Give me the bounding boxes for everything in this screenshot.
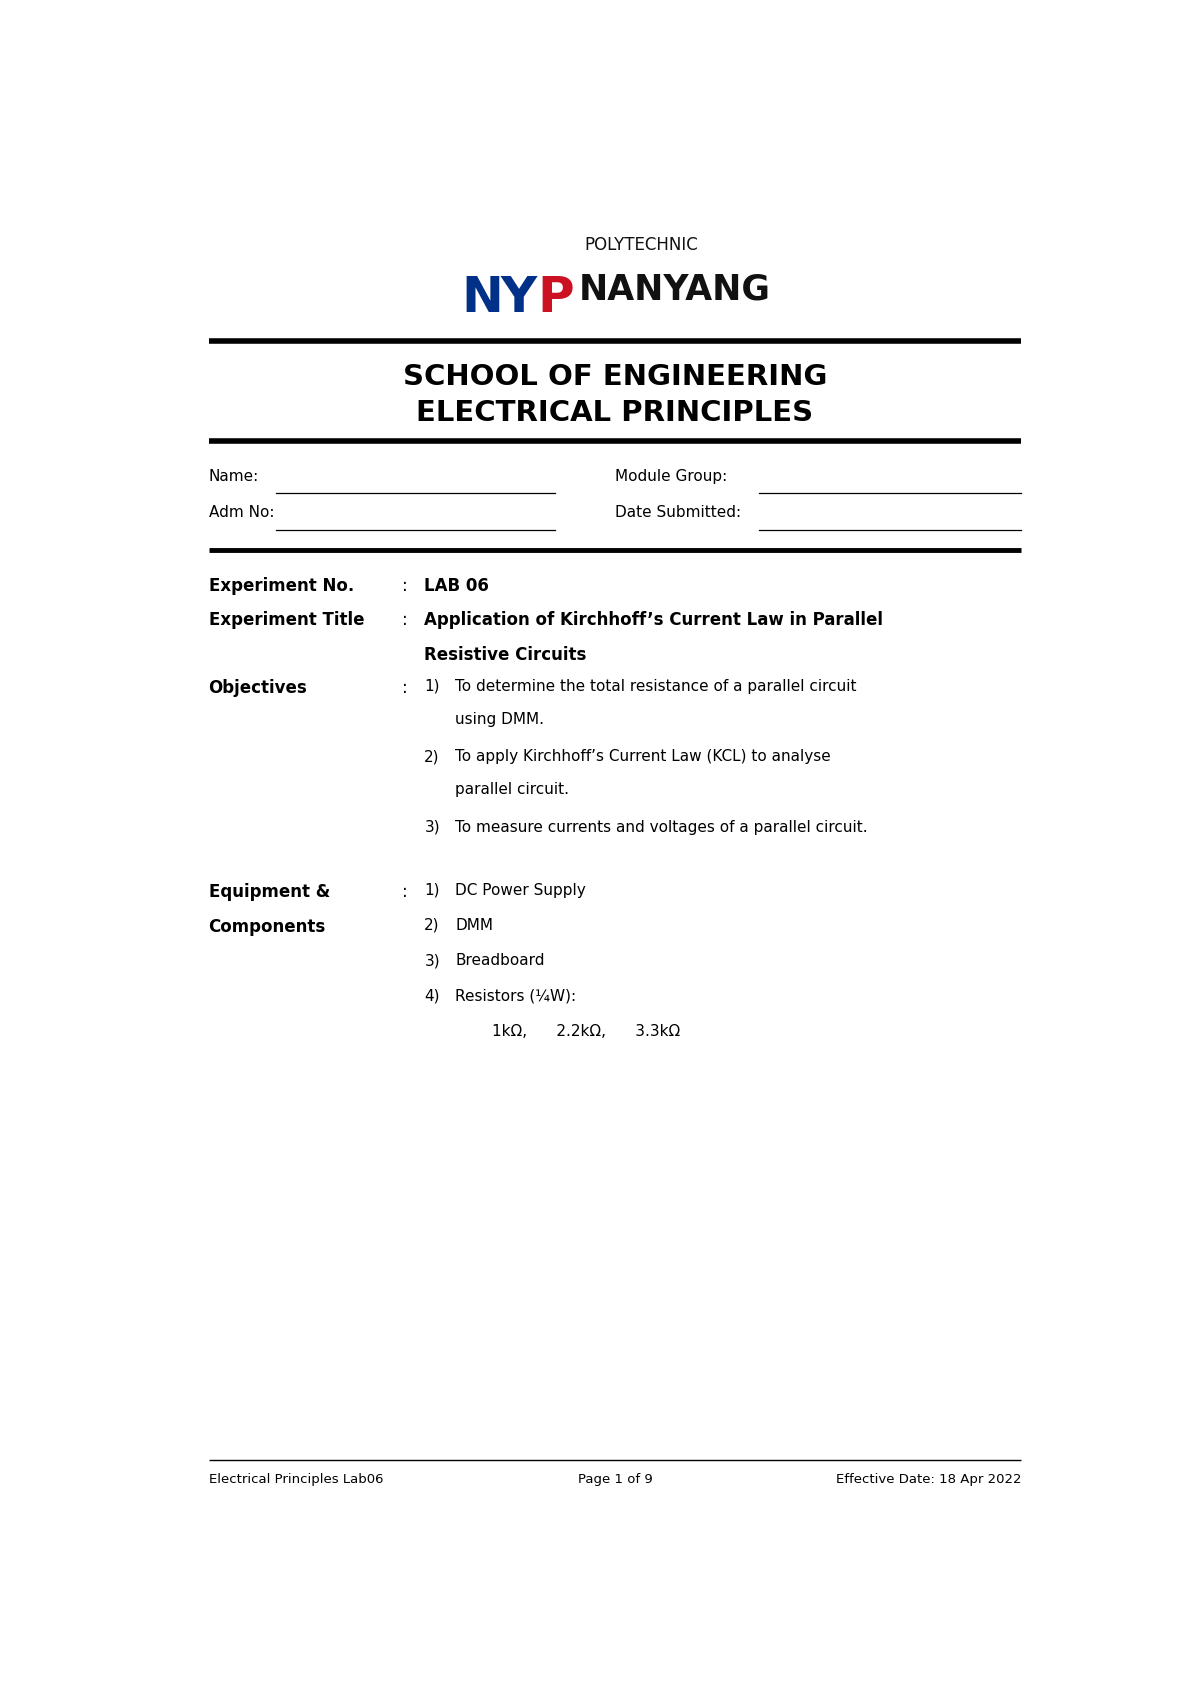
Text: Adm No:: Adm No: [209,505,274,521]
Text: :: : [402,577,408,595]
Text: Resistors (¼W):: Resistors (¼W): [455,989,576,1004]
Text: ELECTRICAL PRINCIPLES: ELECTRICAL PRINCIPLES [416,400,814,427]
Text: Page 1 of 9: Page 1 of 9 [577,1472,653,1486]
Text: Y: Y [500,275,536,322]
Text: Effective Date: 18 Apr 2022: Effective Date: 18 Apr 2022 [836,1472,1021,1486]
Text: Experiment No.: Experiment No. [209,577,354,595]
Text: 1): 1) [425,882,440,897]
Text: Module Group:: Module Group: [616,468,727,483]
Text: using DMM.: using DMM. [455,712,544,726]
Text: :: : [402,678,408,697]
Text: Components: Components [209,918,326,936]
Text: 2): 2) [425,750,440,765]
Text: Name:: Name: [209,468,259,483]
Text: 3): 3) [425,953,440,968]
Text: 4): 4) [425,989,440,1004]
Text: Equipment &: Equipment & [209,882,330,901]
Text: Experiment Title: Experiment Title [209,611,364,629]
Text: Date Submitted:: Date Submitted: [616,505,742,521]
Text: Electrical Principles Lab06: Electrical Principles Lab06 [209,1472,383,1486]
Text: Breadboard: Breadboard [455,953,545,968]
Text: To determine the total resistance of a parallel circuit: To determine the total resistance of a p… [455,678,857,694]
Text: 3): 3) [425,819,440,834]
Text: To measure currents and voltages of a parallel circuit.: To measure currents and voltages of a pa… [455,819,868,834]
Text: DC Power Supply: DC Power Supply [455,882,586,897]
Text: parallel circuit.: parallel circuit. [455,782,569,797]
Text: :: : [402,611,408,629]
Text: 2): 2) [425,918,440,933]
Text: DMM: DMM [455,918,493,933]
Text: LAB 06: LAB 06 [425,577,490,595]
Text: To apply Kirchhoff’s Current Law (KCL) to analyse: To apply Kirchhoff’s Current Law (KCL) t… [455,750,830,765]
Text: 1kΩ,      2.2kΩ,      3.3kΩ: 1kΩ, 2.2kΩ, 3.3kΩ [492,1024,680,1038]
Text: SCHOOL OF ENGINEERING: SCHOOL OF ENGINEERING [403,363,827,390]
Text: Objectives: Objectives [209,678,307,697]
Text: NANYANG: NANYANG [578,273,770,307]
Text: :: : [402,882,408,901]
Text: N: N [462,275,504,322]
Text: 1): 1) [425,678,440,694]
Text: P: P [536,275,574,322]
Text: POLYTECHNIC: POLYTECHNIC [584,236,698,254]
Text: Application of Kirchhoff’s Current Law in Parallel: Application of Kirchhoff’s Current Law i… [425,611,883,629]
Text: Resistive Circuits: Resistive Circuits [425,646,587,665]
